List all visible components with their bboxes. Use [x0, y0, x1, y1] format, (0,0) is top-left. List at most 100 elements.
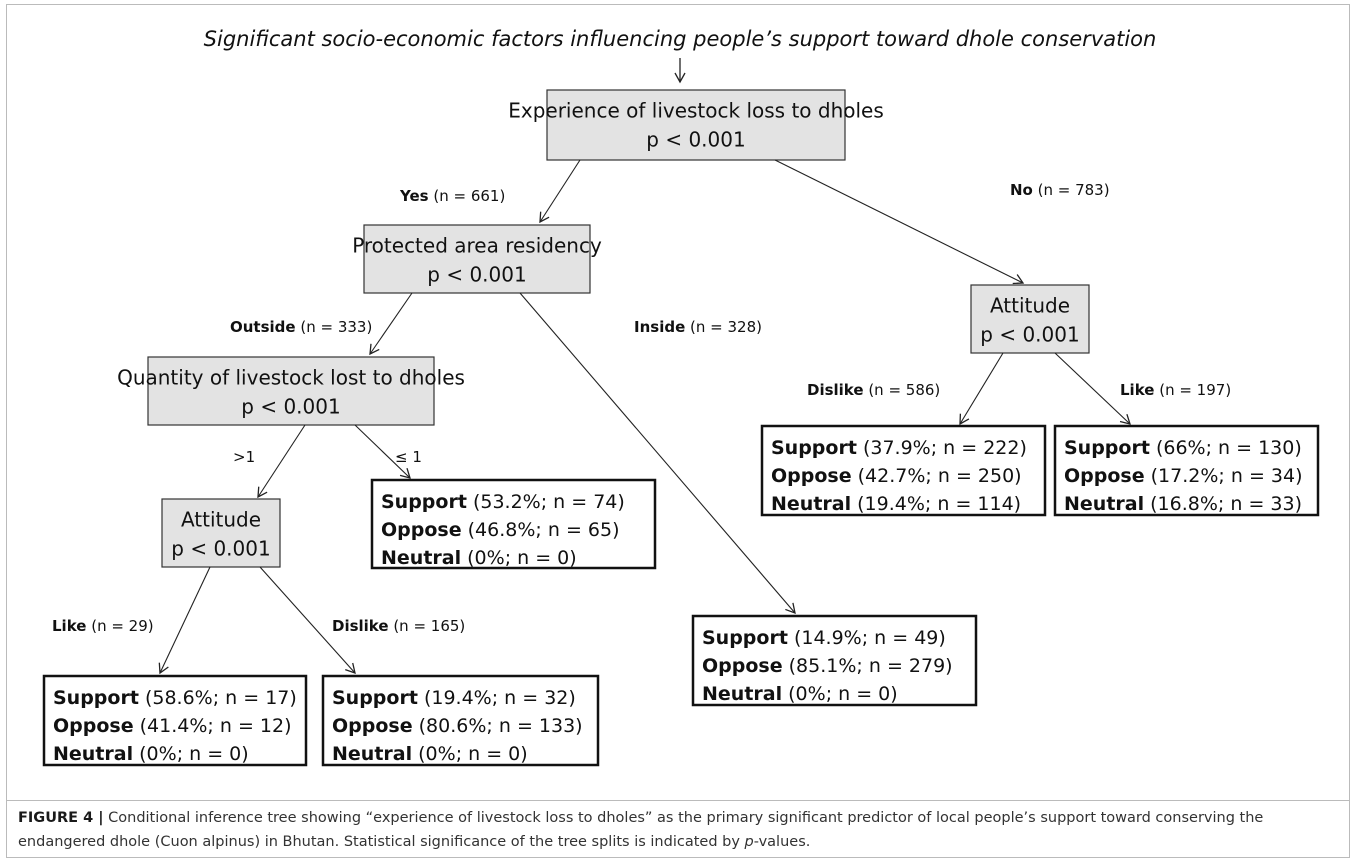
edge: [959, 352, 1004, 426]
edge-condition: Inside: [634, 318, 685, 336]
edge-condition: Like: [52, 617, 86, 635]
caption-text: -values.: [753, 834, 811, 850]
leaf-stats: (66%; n = 130): [1150, 437, 1302, 459]
edge: [257, 424, 306, 499]
edge-count: >1: [233, 448, 255, 466]
leaf-stats: (80.6%; n = 133): [413, 715, 583, 737]
edge-count: (n = 333): [296, 318, 373, 336]
leaf-line: Oppose (46.8%; n = 65): [381, 519, 620, 541]
edge-count: ≤ 1: [395, 448, 422, 466]
edge-label: Like (n = 197): [1120, 381, 1231, 399]
figure-frame: [6, 4, 1350, 858]
node-p: p < 0.001: [241, 395, 340, 419]
edge-label: >1: [233, 448, 255, 466]
edge-condition: Like: [1120, 381, 1154, 399]
leaf-line: Support (14.9%; n = 49): [702, 627, 946, 649]
node-p: p < 0.001: [980, 323, 1079, 347]
tree-diagram: Significant socio-economic factors influ…: [42, 27, 1320, 767]
leaf-class: Support: [381, 491, 467, 513]
node-p: p < 0.001: [646, 128, 745, 152]
leaf-class: Neutral: [53, 743, 133, 765]
edge-condition: No: [1010, 181, 1033, 199]
leaf-stats: (37.9%; n = 222): [857, 437, 1027, 459]
leaf-stats: (19.4%; n = 32): [418, 687, 576, 709]
node-p: p < 0.001: [171, 537, 270, 561]
edge: [539, 159, 581, 224]
leaf-line: Support (37.9%; n = 222): [771, 437, 1027, 459]
leaf-stats: (46.8%; n = 65): [462, 519, 620, 541]
caption: FIGURE 4 | Conditional inference tree sh…: [18, 806, 1338, 854]
leaf-stats: (0%; n = 0): [133, 743, 249, 765]
leaf-node: [760, 424, 1047, 517]
leaf-stats: (0%; n = 0): [782, 683, 898, 705]
caption-italic: p: [744, 834, 754, 850]
leaf-stats: (19.4%; n = 114): [851, 493, 1021, 515]
leaf-node: [370, 478, 657, 570]
split-node: [161, 498, 281, 568]
edge-label: ≤ 1: [395, 448, 422, 466]
edge: [259, 566, 356, 674]
leaf-class: Oppose: [332, 715, 413, 737]
leaf-class: Neutral: [771, 493, 851, 515]
edge-label: Dislike (n = 165): [332, 617, 465, 635]
edge: [354, 424, 411, 479]
leaf-line: Support (19.4%; n = 32): [332, 687, 576, 709]
node-p: p < 0.001: [427, 263, 526, 287]
leaf-stats: (17.2%; n = 34): [1145, 465, 1303, 487]
caption-label: FIGURE 4 |: [18, 810, 104, 826]
leaf-stats: (0%; n = 0): [412, 743, 528, 765]
leaf-class: Support: [1064, 437, 1150, 459]
leaf-line: Neutral (0%; n = 0): [332, 743, 528, 765]
leaf-class: Neutral: [332, 743, 412, 765]
node-label: Attitude: [181, 508, 261, 532]
leaf-line: Oppose (80.6%; n = 133): [332, 715, 583, 737]
leaf-class: Neutral: [381, 547, 461, 569]
leaf-class: Support: [702, 627, 788, 649]
leaf-class: Support: [53, 687, 139, 709]
leaf-node: [1053, 424, 1320, 517]
leaf-stats: (0%; n = 0): [461, 547, 577, 569]
leaf-class: Oppose: [381, 519, 462, 541]
edge: [369, 292, 413, 356]
edge-label: Inside (n = 328): [634, 318, 762, 336]
leaf-line: Support (66%; n = 130): [1064, 437, 1302, 459]
edge-count: (n = 165): [389, 617, 466, 635]
leaf-line: Oppose (85.1%; n = 279): [702, 655, 953, 677]
leaf-line: Support (53.2%; n = 74): [381, 491, 625, 513]
edge-label: Outside (n = 333): [230, 318, 372, 336]
node-label: Attitude: [990, 294, 1070, 318]
node-label: Protected area residency: [352, 234, 602, 258]
leaf-node: [42, 674, 308, 767]
leaf-class: Oppose: [702, 655, 783, 677]
leaf-line: Oppose (17.2%; n = 34): [1064, 465, 1303, 487]
edge-count: (n = 328): [685, 318, 762, 336]
leaf-line: Neutral (16.8%; n = 33): [1064, 493, 1302, 515]
edge-count: (n = 586): [864, 381, 941, 399]
leaf-stats: (85.1%; n = 279): [783, 655, 953, 677]
leaf-class: Oppose: [1064, 465, 1145, 487]
edge-count: (n = 197): [1154, 381, 1231, 399]
leaf-stats: (16.8%; n = 33): [1144, 493, 1302, 515]
edge-condition: Dislike: [332, 617, 389, 635]
leaf-stats: (41.4%; n = 12): [134, 715, 292, 737]
split-node: [363, 224, 591, 294]
leaf-node: [321, 674, 600, 767]
leaf-line: Neutral (0%; n = 0): [53, 743, 249, 765]
leaf-class: Oppose: [771, 465, 852, 487]
caption-text: Conditional inference tree showing “expe…: [18, 810, 1264, 850]
leaf-line: Neutral (0%; n = 0): [702, 683, 898, 705]
leaf-class: Neutral: [702, 683, 782, 705]
leaf-line: Neutral (0%; n = 0): [381, 547, 577, 569]
edge-count: (n = 783): [1033, 181, 1110, 199]
leaf-line: Oppose (41.4%; n = 12): [53, 715, 292, 737]
leaf-class: Oppose: [53, 715, 134, 737]
edge: [519, 292, 796, 615]
leaf-class: Support: [332, 687, 418, 709]
edge-label: Like (n = 29): [52, 617, 154, 635]
leaf-stats: (53.2%; n = 74): [467, 491, 625, 513]
leaf-stats: (42.7%; n = 250): [852, 465, 1022, 487]
edge-condition: Yes: [399, 187, 429, 205]
edge: [774, 159, 1025, 285]
leaf-line: Oppose (42.7%; n = 250): [771, 465, 1022, 487]
